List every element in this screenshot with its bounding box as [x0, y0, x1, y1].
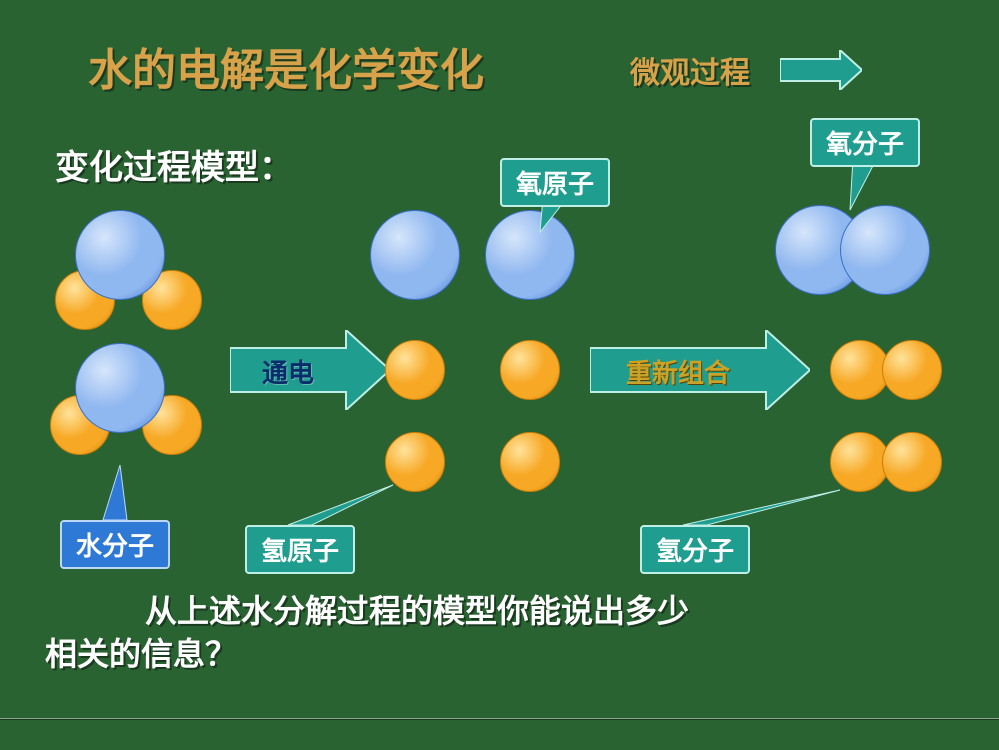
question-line1: 从上述水分解过程的模型你能说出多少	[45, 590, 954, 633]
question-text: 从上述水分解过程的模型你能说出多少相关的信息？	[45, 590, 954, 676]
water-1-o	[75, 343, 165, 433]
callout-hydrogen_atom: 氢原子	[245, 525, 355, 574]
product-h2-0-a	[830, 340, 890, 400]
callout-water_molecule: 水分子	[60, 520, 170, 569]
callout-oxygen_molecule: 氧分子	[810, 118, 920, 167]
subtitle: 微观过程	[630, 48, 750, 92]
arrow-step2-label: 重新组合	[590, 353, 766, 390]
footer-line-bottom	[0, 719, 999, 720]
question-line2: 相关的信息？	[45, 633, 954, 676]
free-hydrogen-0	[385, 340, 445, 400]
page-title: 水的电解是化学变化	[88, 34, 484, 98]
subtitle-arrow-icon	[780, 50, 862, 90]
free-hydrogen-1	[500, 340, 560, 400]
callout-oxygen_atom: 氧原子	[500, 158, 610, 207]
free-hydrogen-3	[500, 432, 560, 492]
free-oxygen-0	[370, 210, 460, 300]
water-0-o	[75, 210, 165, 300]
product-h2-1-b	[882, 432, 942, 492]
caption-model: 变化过程模型：	[55, 140, 293, 189]
callout-hydrogen_molecule: 氢分子	[640, 525, 750, 574]
slide: 水的电解是化学变化 微观过程变化过程模型： 通电 重新组合 氧原子 氧分子水分子 氢原子 氢分…	[0, 0, 999, 750]
product-h2-0-b	[882, 340, 942, 400]
arrow-step1-label: 通电	[230, 353, 346, 390]
